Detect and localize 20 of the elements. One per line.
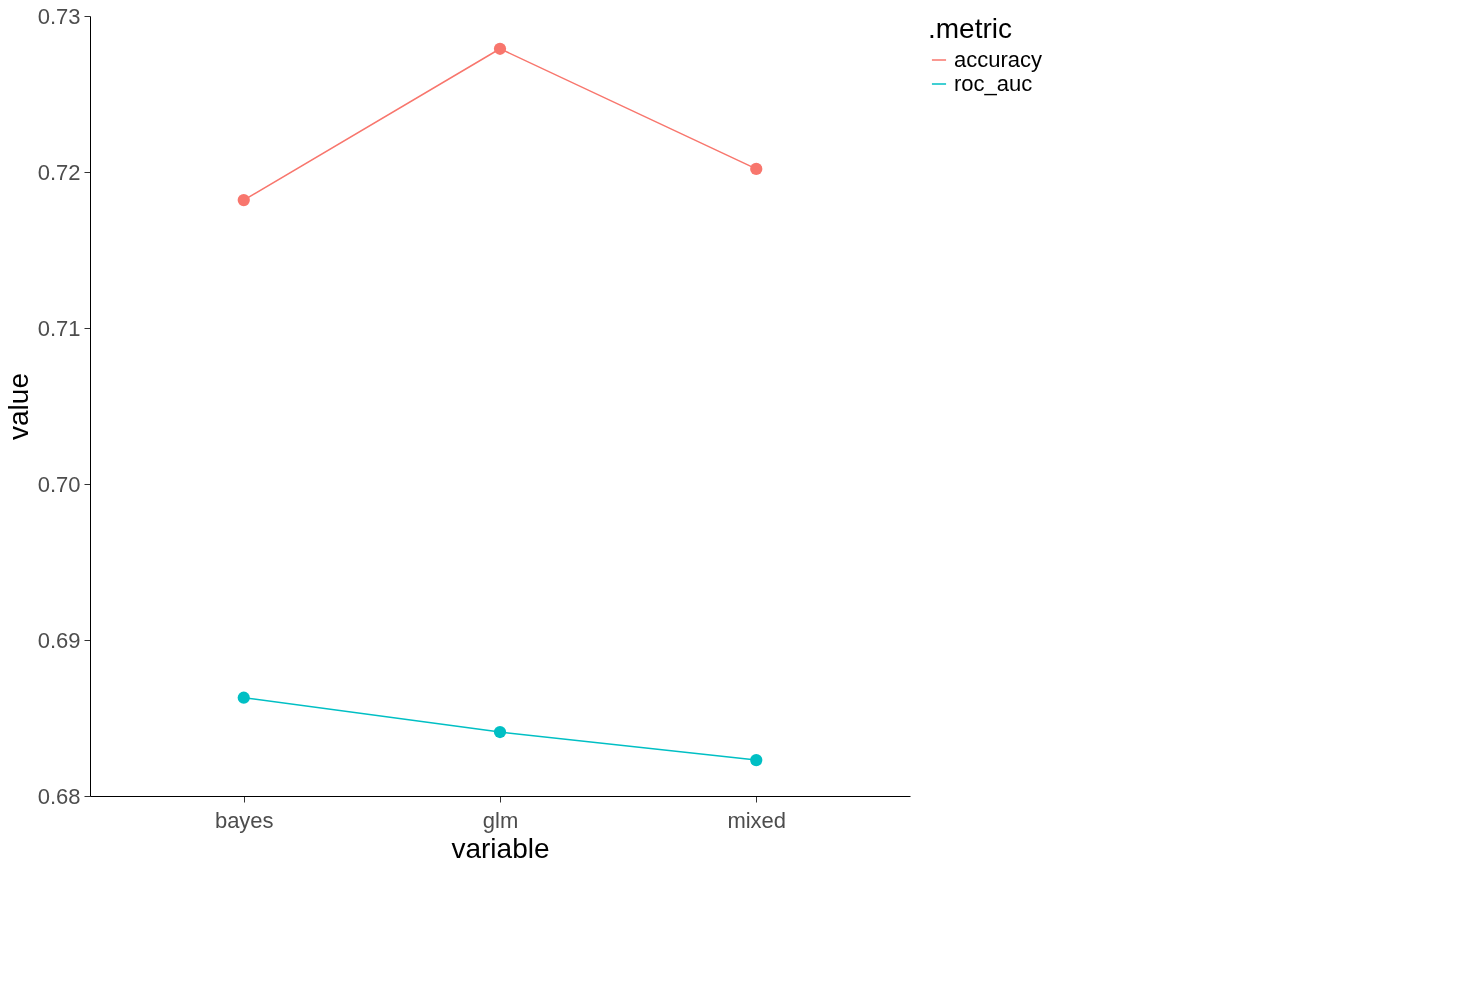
point [750,754,763,767]
y-axis-title: value [2,373,34,440]
legend-title: .metric [928,13,1012,44]
x-tick-label: glm [482,807,519,833]
x-axis-title: variable [451,832,550,864]
y-tick-label: 0.69 [37,627,81,653]
y-tick-label: 0.70 [37,471,81,497]
y-tick-label: 0.68 [37,783,81,809]
point [493,725,507,739]
y-tick-label: 0.71 [37,315,81,341]
y-tick-label: 0.72 [37,159,81,185]
point [237,193,250,207]
y-tick-label: 0.73 [37,3,81,29]
legend-label: roc_auc [954,71,1033,96]
point [750,162,763,175]
x-tick-label: mixed [727,807,787,833]
x-tick-label: bayes [214,807,274,833]
point [237,691,250,704]
legend-label: accuracy [954,47,1043,72]
point [493,42,507,55]
